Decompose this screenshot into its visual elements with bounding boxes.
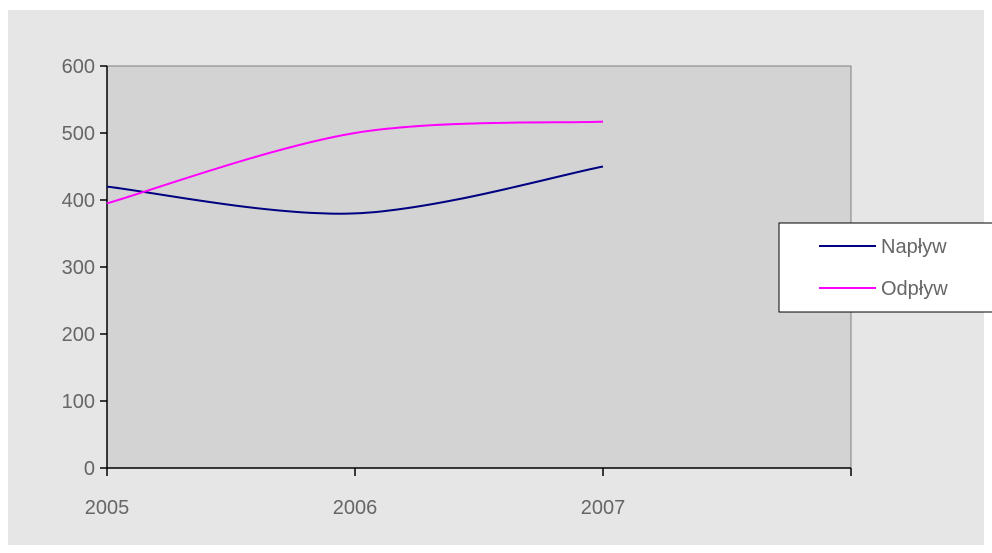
series-layer [106, 120, 604, 215]
legend-box [778, 222, 992, 313]
legend-label-napływ: Napływ [881, 236, 947, 258]
y-tick-label: 0 [84, 458, 95, 480]
series-line-odpływ [106, 120, 604, 205]
y-tick-label: 400 [62, 190, 95, 212]
x-tick-label: 2005 [85, 497, 130, 519]
y-tick-label: 100 [62, 391, 95, 413]
series-line-napływ [106, 165, 604, 215]
x-tick-label: 2006 [333, 497, 378, 519]
y-tick-label: 200 [62, 324, 95, 346]
axes: 0 100 200 300 400 500 600 2005 2006 2007 [62, 56, 852, 519]
y-tick-label: 600 [62, 56, 95, 78]
y-tick-label: 500 [62, 123, 95, 145]
plot-area [106, 65, 852, 469]
y-tick-label: 300 [62, 257, 95, 279]
legend-label-odpływ: Odpływ [881, 278, 948, 300]
legend: Napływ Odpływ [778, 222, 992, 313]
x-tick-label: 2007 [581, 497, 626, 519]
